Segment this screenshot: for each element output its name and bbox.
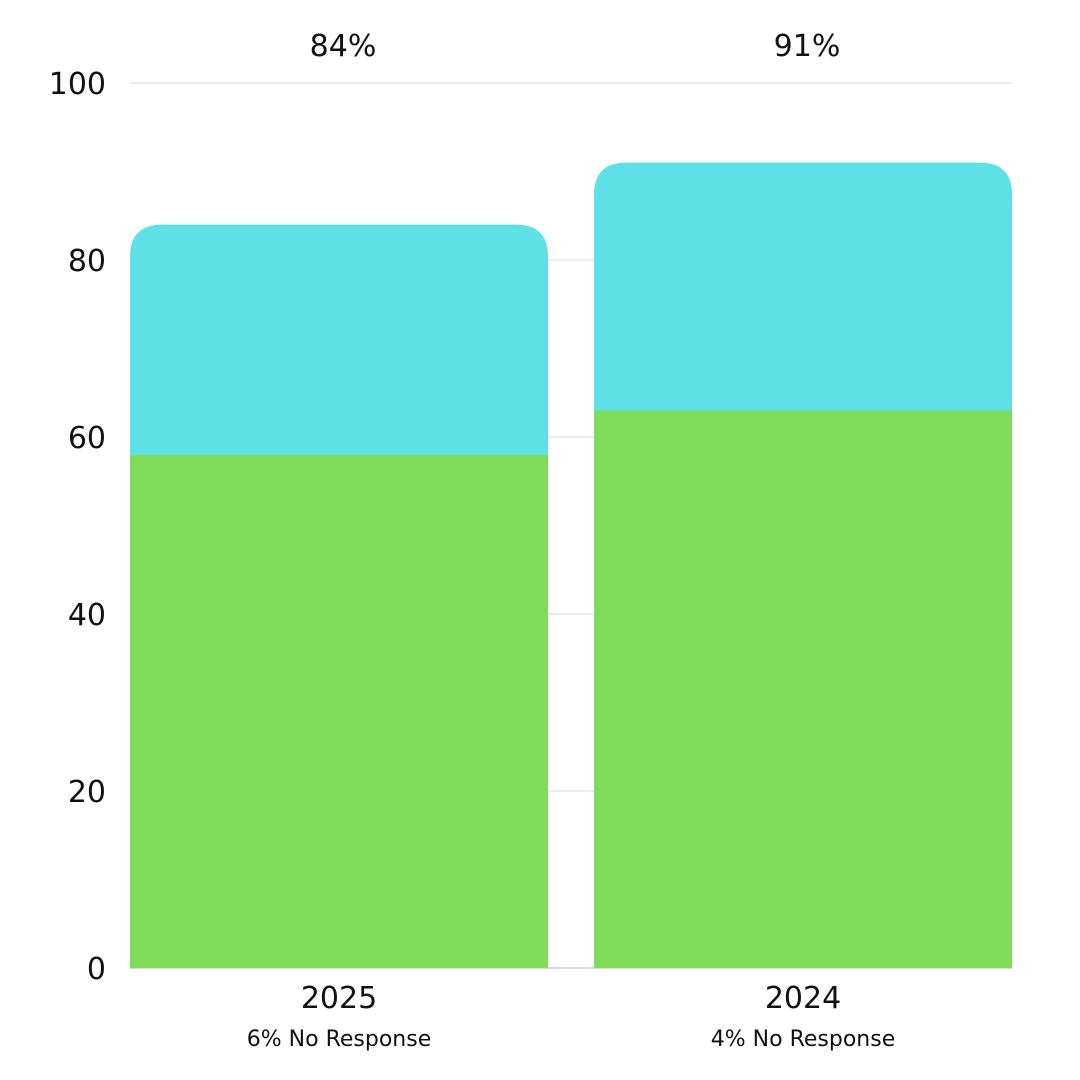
bar-segment-2024-upper (594, 162, 1012, 411)
y-tick-label: 20 (68, 775, 106, 810)
y-tick-label: 100 (49, 67, 106, 102)
bar-segment-2025-upper (130, 224, 548, 455)
y-tick-label: 40 (68, 598, 106, 633)
x-category-label: 2025 (301, 981, 377, 1016)
y-tick-label: 0 (87, 952, 106, 987)
no-response-note: 4% No Response (711, 1027, 895, 1052)
bar-segment-2025-lower (130, 454, 548, 968)
y-tick-label: 60 (68, 421, 106, 456)
x-category-label: 2024 (765, 981, 841, 1016)
bar-total-label: 84% (310, 29, 377, 64)
y-tick-label: 80 (68, 244, 106, 279)
no-response-note: 6% No Response (247, 1027, 431, 1052)
bar-segment-2024-lower (594, 410, 1012, 968)
bar-total-label: 91% (774, 29, 841, 64)
